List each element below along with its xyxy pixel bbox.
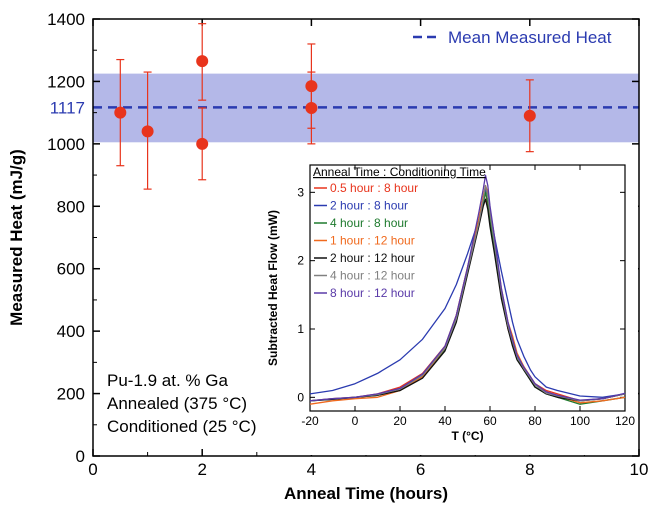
inset-legend-label: 2 hour : 12 hour [330,251,415,265]
inset-x-tick-label: -20 [301,414,319,428]
y-tick-label: 600 [57,260,85,279]
data-point [196,55,209,68]
x-axis-title: Anneal Time (hours) [284,484,448,503]
annotation-line: Annealed (375 °C) [107,394,247,413]
x-tick-label: 2 [197,460,206,479]
inset-x-tick-label: 0 [352,414,359,428]
inset-legend-label: 2 hour : 8 hour [330,199,408,213]
y-tick-label: 1000 [47,135,85,154]
inset-legend-label: 8 hour : 12 hour [330,286,415,300]
inset-x-tick-label: 20 [393,414,407,428]
x-tick-label: 0 [88,460,97,479]
annotation-line: Pu-1.9 at. % Ga [107,371,228,390]
inset-legend-label: 0.5 hour : 8 hour [330,181,418,195]
x-tick-label: 8 [525,460,534,479]
inset-x-tick-label: 60 [483,414,497,428]
y-tick-label: 800 [57,197,85,216]
x-tick-label: 10 [630,460,649,479]
y-tick-label: 0 [76,447,85,466]
inset-series-line [309,198,626,402]
y-tick-label: 400 [57,322,85,341]
inset-x-tick-label: 120 [615,414,635,428]
inset-legend-label: 4 hour : 8 hour [330,216,408,230]
inset-x-tick-label: 40 [438,414,452,428]
mean-value-label: 1117 [50,98,85,117]
x-tick-label: 6 [416,460,425,479]
inset-x-tick-label: 100 [570,414,590,428]
y-tick-label: 200 [57,385,85,404]
mean-legend-label: Mean Measured Heat [448,28,612,47]
inset-background [286,158,638,455]
inset-series-line [309,174,626,402]
y-tick-label: 1400 [47,10,85,29]
inset-legend-label: 1 hour : 12 hour [330,234,415,248]
inset-x-tick-label: 80 [528,414,542,428]
inset-y-tick-label: 2 [297,254,304,268]
inset-y-tick-label: 0 [297,390,304,404]
inset-legend-label: 4 hour : 12 hour [330,269,415,283]
data-point [305,101,318,114]
x-tick-label: 4 [307,460,316,479]
inset-y-tick-label: 1 [297,322,304,336]
data-point [141,125,154,138]
inset-series-line [309,184,626,402]
inset-frame [309,164,626,412]
data-point [523,109,536,122]
y-axis-title: Measured Heat (mJ/g) [7,149,26,326]
inset-legend-title: Anneal Time : Conditioning Time [313,165,486,179]
data-point [114,106,127,119]
inset-y-axis-title: Subtracted Heat Flow (mW) [266,210,280,366]
inset-x-axis-title: T (°C) [451,429,483,443]
inset-plot: 0 1 2 3 -20 0 20 40 60 80 100 120 T (°C) Subtracted H… [266,158,638,455]
y-tick-label: 1200 [47,72,85,91]
data-point [196,137,209,150]
inset-y-tick-label: 3 [297,185,304,199]
annotation-line: Conditioned (25 °C) [107,417,257,436]
